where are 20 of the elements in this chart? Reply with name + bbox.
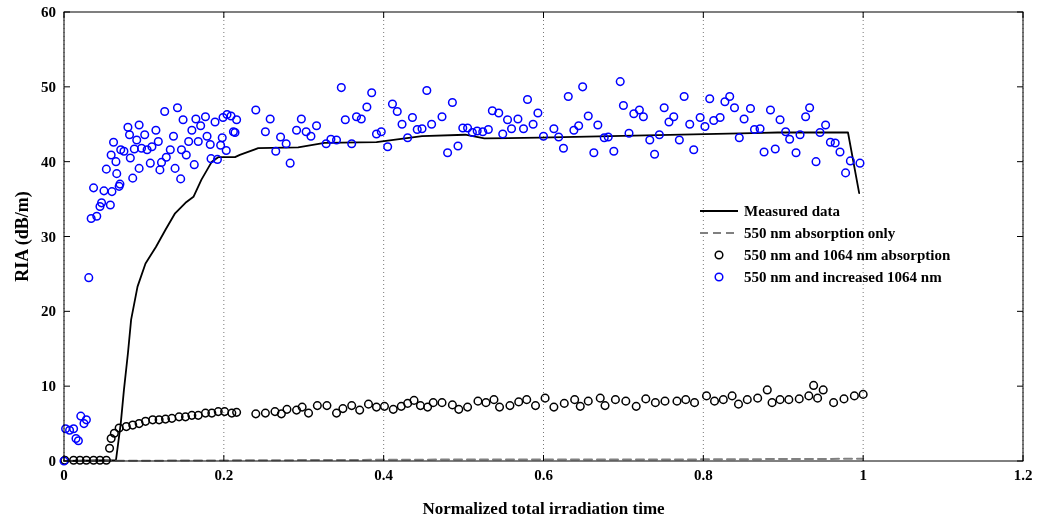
y-tick-label: 40 (41, 153, 56, 170)
legend-label: 550 nm and increased 1064 nm (744, 269, 943, 285)
x-tick-label: 0.4 (374, 467, 394, 483)
y-tick-label: 10 (41, 378, 56, 395)
x-tick-label: 0 (60, 467, 68, 483)
x-tick-label: 1.2 (1013, 467, 1033, 483)
x-tick-label: 0.2 (214, 467, 234, 483)
y-tick-label: 20 (41, 303, 56, 320)
y-tick-label: 60 (41, 4, 56, 20)
x-tick-label: 0.8 (693, 467, 713, 483)
x-axis-title: Normalized total irradiation time (422, 499, 666, 518)
y-tick-label: 0 (48, 453, 56, 469)
y-tick-label: 50 (41, 78, 56, 95)
y-axis-title: RIA (dB/m) (12, 191, 33, 282)
legend-label: Measured data (744, 203, 841, 219)
legend-label: 550 nm absorption only (744, 225, 896, 241)
x-tick-label: 0.6 (534, 467, 554, 483)
y-tick-label: 30 (41, 228, 56, 245)
legend-label: 550 nm and 1064 nm absorption (744, 247, 951, 263)
x-tick-label: 1 (859, 467, 867, 483)
